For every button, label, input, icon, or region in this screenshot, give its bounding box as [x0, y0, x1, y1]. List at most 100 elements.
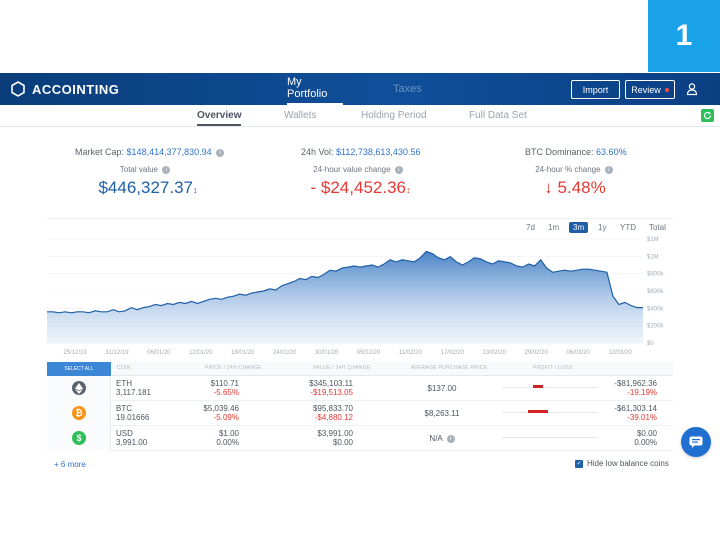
coin-symbol: USD [116, 429, 133, 438]
table-header: SELECT ALL COIN PRICE / 24H CHANGE VALUE… [47, 362, 673, 376]
value: $345,103.11 [309, 379, 353, 388]
x-tick-label: 23/02/20 [483, 350, 507, 356]
avg-price: $8,263.11 [424, 409, 460, 418]
dollar-icon: $ [72, 431, 86, 445]
coin-cell: ETH 3,117.181 [116, 379, 151, 397]
tab-taxes[interactable]: Taxes [393, 83, 422, 95]
subtab-full-data-set[interactable]: Full Data Set [469, 110, 527, 121]
profit-bar-track [502, 412, 598, 413]
price-cell: $1.00 0.00% [187, 429, 239, 447]
profit-loss-pct: 0.00% [634, 438, 657, 447]
row-select-cell[interactable]: $ [47, 426, 111, 451]
col-avg-price[interactable]: AVERAGE PURCHASE PRICE [411, 365, 488, 371]
col-coin[interactable]: COIN [117, 365, 131, 371]
value-cell: $95,833.70 -$4,880.12 [287, 404, 353, 422]
info-icon[interactable]: i [162, 165, 171, 174]
range-1y[interactable]: 1y [598, 223, 607, 232]
portfolio-area-chart[interactable]: $1M $1M $800k $600k $400k $200k $0 25/12/19 31/… [47, 233, 673, 358]
import-button[interactable]: Import [571, 80, 620, 99]
profit-loss: $0.00 [636, 429, 657, 438]
subtab-overview[interactable]: Overview [197, 110, 242, 126]
value-change: -$19,513.05 [310, 388, 353, 397]
refresh-icon [703, 111, 712, 120]
value: $95,833.70 [312, 404, 353, 413]
market-cap-label: Market Cap: [75, 147, 125, 157]
hide-low-balance-label: Hide low balance coins [587, 459, 669, 468]
percent-change: ↓ 5.48% [540, 178, 610, 198]
hide-low-balance-toggle[interactable]: ✓ Hide low balance coins [575, 459, 669, 468]
range-7d[interactable]: 7d [526, 223, 535, 232]
info-icon[interactable]: i [446, 434, 455, 443]
table-row[interactable]: ETH 3,117.181 $110.71 -5.65% $345,103.11… [47, 376, 673, 401]
arrow-down-icon: ↓ [544, 178, 553, 197]
range-1m[interactable]: 1m [548, 223, 560, 232]
profit-bar-track [502, 387, 598, 388]
user-icon[interactable] [685, 82, 699, 96]
row-select-cell[interactable] [47, 376, 111, 401]
avg-price: $137.00 [427, 384, 457, 393]
chart-area [47, 251, 643, 343]
col-value[interactable]: VALUE / 24H CHANGE [313, 365, 371, 371]
col-profit-loss[interactable]: PROFIT / LOSS [533, 365, 573, 371]
portfolio-chart-card [47, 218, 673, 363]
select-all-button[interactable]: SELECT ALL [47, 362, 111, 376]
subtab-wallets[interactable]: Wallets [284, 110, 317, 121]
chat-button[interactable] [681, 427, 711, 457]
chat-icon [689, 436, 703, 448]
sort-icon[interactable]: ↕ [193, 185, 198, 195]
btc-dominance-value: 63.60% [596, 147, 627, 157]
profit-loss-cell: $0.00 0.00% [603, 429, 657, 447]
x-tick-label: 17/02/20 [441, 350, 465, 356]
percent-change-text: 5.48% [557, 178, 606, 197]
range-ytd[interactable]: YTD [620, 223, 636, 232]
volume-label: 24h Vol: [301, 147, 334, 157]
range-3m[interactable]: 3m [569, 222, 589, 233]
btc-dominance-stat: BTC Dominance: 63.60% [525, 147, 627, 157]
volume-value: $112,738,613,430.56 [336, 147, 421, 157]
subtab-holding-period[interactable]: Holding Period [361, 110, 427, 121]
value: $3,991.00 [317, 429, 353, 438]
notification-dot [664, 87, 669, 92]
total-value-label: Total value i [100, 165, 190, 174]
volume-stat: 24h Vol: $112,738,613,430.56 [301, 147, 420, 157]
holdings-table: SELECT ALL COIN PRICE / 24H CHANGE VALUE… [47, 362, 673, 451]
x-tick-label: 29/02/20 [524, 350, 548, 356]
info-icon[interactable]: i [216, 148, 225, 157]
checkbox[interactable]: ✓ [575, 459, 583, 468]
row-select-cell[interactable]: ₿ [47, 401, 111, 426]
profit-bar-track [502, 437, 598, 438]
x-tick-label: 12/03/20 [608, 350, 632, 356]
table-row[interactable]: ₿ BTC 19.01666 $5,039.46 -5.09% $95,833.… [47, 401, 673, 426]
x-tick-label: 25/12/19 [63, 350, 87, 356]
x-tick-label: 12/01/20 [189, 350, 213, 356]
app-logo[interactable]: ACCOINTING [10, 81, 119, 97]
price-change: -5.65% [213, 388, 239, 397]
value-cell: $345,103.11 -$19,513.05 [287, 379, 353, 397]
sub-navigation: Overview Wallets Holding Period Full Dat… [0, 105, 720, 127]
profit-loss: -$81,962.36 [614, 379, 657, 388]
logo-text: ACCOINTING [32, 81, 120, 97]
price: $110.71 [210, 379, 239, 388]
info-icon[interactable]: i [604, 165, 613, 174]
value-change: - $24,452.36↕ [308, 178, 413, 198]
ethereum-icon [72, 381, 86, 395]
table-row[interactable]: $ USD 3,991.00 $1.00 0.00% $3,991.00 $0.… [47, 426, 673, 451]
profit-loss-cell: -$81,962.36 -19.19% [603, 379, 657, 397]
sort-icon[interactable]: ↕ [405, 185, 411, 195]
profit-loss-pct: -39.01% [627, 413, 657, 422]
percent-change-label: 24-hour % change i [532, 165, 616, 174]
y-tick-label: $200k [647, 324, 664, 330]
x-tick-label: 06/03/20 [566, 350, 590, 356]
x-tick-label: 18/01/20 [231, 350, 255, 356]
show-more-link[interactable]: + 6 more [54, 460, 86, 469]
info-icon[interactable]: i [394, 165, 403, 174]
review-button[interactable]: Review [625, 80, 675, 99]
refresh-button[interactable] [701, 109, 714, 122]
total-value-text: $446,327.37 [98, 178, 194, 197]
range-total[interactable]: Total [649, 223, 666, 232]
price-change: -5.09% [213, 413, 239, 422]
tab-my-portfolio[interactable]: My Portfolio [287, 73, 343, 105]
col-price[interactable]: PRICE / 24H CHANGE [205, 365, 262, 371]
y-tick-label: $800k [647, 272, 664, 278]
